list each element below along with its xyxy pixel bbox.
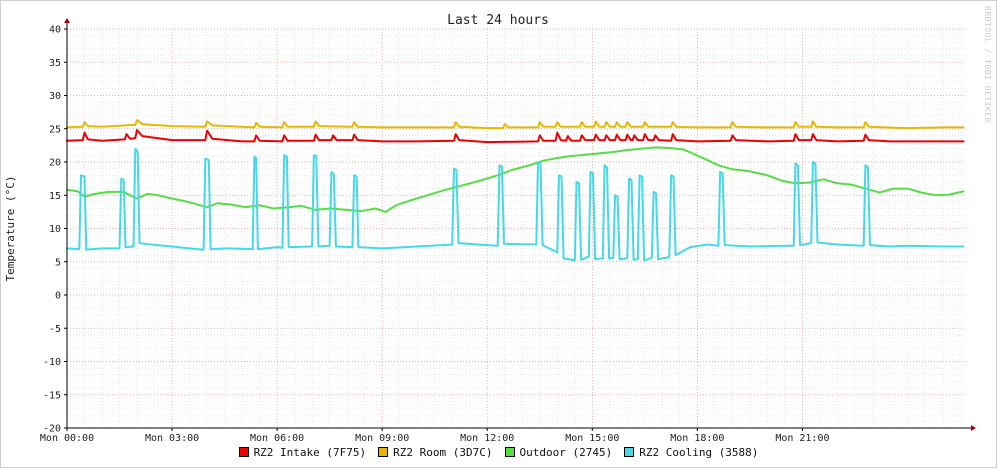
legend-item: RZ2 Room (3D7C) [378,446,493,459]
y-tick-label: -10 [43,357,61,368]
x-tick-label: Mon 00:00 [40,433,94,444]
x-tick-label: Mon 03:00 [145,433,199,444]
y-axis-label: Temperature (°C) [4,176,17,282]
x-tick-label: Mon 21:00 [775,433,829,444]
y-tick-label: 10 [49,224,61,235]
legend-swatch [504,447,515,457]
series-line-2 [66,119,965,130]
legend-item: RZ2 Cooling (3588) [624,446,758,459]
y-tick-label: -20 [43,424,61,435]
x-tick-label: Mon 06:00 [250,433,304,444]
y-tick-label: 25 [49,124,61,135]
x-tick-label: Mon 09:00 [355,433,409,444]
legend-swatch [238,447,249,457]
legend-label: RZ2 Room (3D7C) [393,446,493,459]
watermark: RRDTOOL / TOBI OETIKER [983,6,992,123]
y-tick-label: 0 [55,291,61,302]
legend-item: RZ2 Intake (7F75) [238,446,367,459]
legend-swatch [624,447,635,457]
y-tick-label: -5 [49,324,61,335]
y-tick-label: 35 [49,58,61,69]
y-tick-label: -15 [43,390,61,401]
legend-label: RZ2 Intake (7F75) [253,446,367,459]
series-line-1 [66,129,965,144]
y-tick-label: 40 [49,25,61,36]
x-tick-label: Mon 15:00 [565,433,619,444]
y-axis-arrow [64,18,70,23]
series-line-3 [66,146,965,213]
legend-label: Outdoor (2745) [519,446,613,459]
y-tick-label: 20 [49,158,61,169]
y-tick-label: 5 [55,257,61,268]
x-tick-label: Mon 18:00 [670,433,724,444]
series-line-4 [66,147,965,262]
legend: RZ2 Intake (7F75) RZ2 Room (3D7C) Outdoor … [0,446,997,459]
y-tick-label: 30 [49,91,61,102]
legend-item: Outdoor (2745) [504,446,613,459]
y-tick-label: 15 [49,191,61,202]
x-tick-label: Mon 12:00 [460,433,514,444]
legend-swatch [378,447,389,457]
chart-title: Last 24 hours [447,13,549,28]
x-axis-arrow [971,425,976,431]
legend-label: RZ2 Cooling (3588) [639,446,759,459]
